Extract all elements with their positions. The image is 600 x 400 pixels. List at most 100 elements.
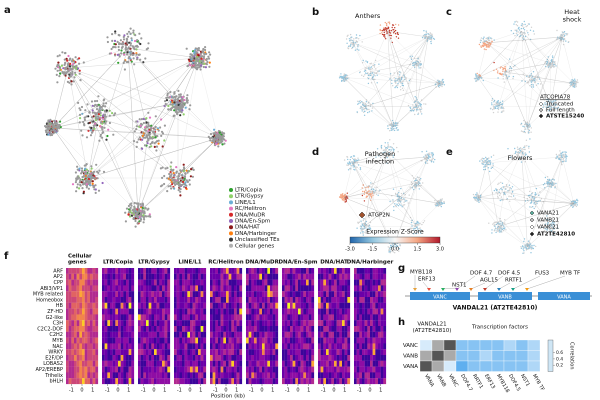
network-node: [82, 190, 85, 193]
heat-cell: [123, 268, 127, 274]
network-node: [527, 34, 530, 36]
network-node: [362, 219, 364, 222]
heat-cell: [92, 331, 96, 338]
network-node: [547, 60, 550, 62]
heat-cell: [79, 355, 83, 361]
network-node: [360, 106, 362, 108]
network-node: [208, 61, 211, 64]
network-node: [361, 110, 363, 112]
network-node: [79, 117, 82, 120]
network-node: [203, 52, 206, 55]
network-node: [392, 199, 394, 201]
network-node: [173, 95, 176, 98]
network-node: [204, 66, 207, 69]
network-node: [92, 186, 95, 189]
network-node: [499, 194, 501, 197]
heat-cell: [74, 355, 77, 361]
network-node: [363, 102, 365, 104]
network-node: [430, 160, 433, 162]
network-node: [91, 182, 94, 185]
heat-cell: [92, 268, 96, 274]
network-node: [55, 73, 58, 76]
network-node: [392, 85, 394, 87]
network-node: [431, 34, 433, 37]
network-node: [60, 64, 64, 67]
network-node: [476, 77, 478, 80]
network-node: [519, 149, 522, 152]
heat-cell: [102, 279, 105, 286]
network-node: [533, 197, 536, 199]
network-node: [135, 202, 138, 205]
network-node: [415, 100, 417, 103]
network-node: [555, 153, 558, 156]
network-node: [417, 56, 419, 58]
network-node: [529, 246, 531, 249]
network-edge: [67, 47, 129, 69]
network-node: [218, 137, 221, 140]
network-node: [483, 44, 485, 46]
network-node: [79, 108, 82, 112]
heat-cell: [79, 360, 83, 367]
heat-cell: [66, 285, 69, 292]
network-node: [143, 128, 146, 131]
network-node: [206, 60, 209, 64]
network-node: [527, 240, 530, 242]
network-node: [376, 74, 378, 76]
network-node: [96, 99, 99, 103]
network-edge: [344, 197, 365, 227]
network-node: [167, 104, 170, 108]
network-node: [105, 138, 108, 141]
network-node: [378, 191, 380, 193]
network-node: [137, 53, 140, 57]
network-node: [70, 80, 73, 83]
network-edge: [416, 203, 440, 227]
panel-label: e: [446, 147, 453, 158]
network-node: [491, 232, 493, 234]
network-node: [514, 21, 516, 23]
network-node: [394, 29, 397, 32]
network-node: [208, 51, 211, 54]
network-node: [355, 34, 358, 36]
network-node: [129, 32, 132, 35]
network-node: [197, 54, 200, 57]
network-node: [79, 179, 82, 182]
network-edge: [67, 67, 179, 179]
legend-dot: [229, 188, 233, 192]
network-node: [520, 130, 523, 132]
network-node: [399, 203, 401, 205]
network-node: [367, 77, 370, 80]
network-node: [172, 105, 175, 108]
network-node: [128, 55, 131, 59]
network-node: [400, 72, 402, 74]
network-node: [125, 38, 128, 42]
network-node: [189, 55, 192, 58]
network-edge: [370, 71, 440, 84]
network-node: [520, 27, 523, 30]
heat-cell: [131, 273, 135, 280]
network-node: [482, 45, 484, 48]
network-node: [562, 33, 564, 35]
network-node: [417, 221, 419, 223]
network-node: [197, 63, 200, 66]
network-node: [57, 125, 60, 128]
network-node: [90, 174, 93, 177]
network-edge: [97, 117, 139, 214]
network-edge: [416, 36, 429, 64]
network-node: [384, 21, 386, 24]
network-node: [47, 124, 50, 127]
network-node: [417, 224, 419, 226]
network-node: [363, 193, 365, 195]
network-node: [536, 79, 538, 81]
network-edge: [197, 57, 219, 139]
network-node: [144, 215, 147, 218]
network-node: [166, 190, 169, 193]
network-node: [97, 189, 101, 192]
heat-cell: [66, 372, 69, 379]
network-node: [417, 113, 419, 116]
network-node: [427, 154, 430, 156]
network-node: [81, 179, 85, 182]
network-node: [360, 230, 362, 232]
network-node: [528, 145, 530, 148]
network-node: [483, 36, 485, 38]
